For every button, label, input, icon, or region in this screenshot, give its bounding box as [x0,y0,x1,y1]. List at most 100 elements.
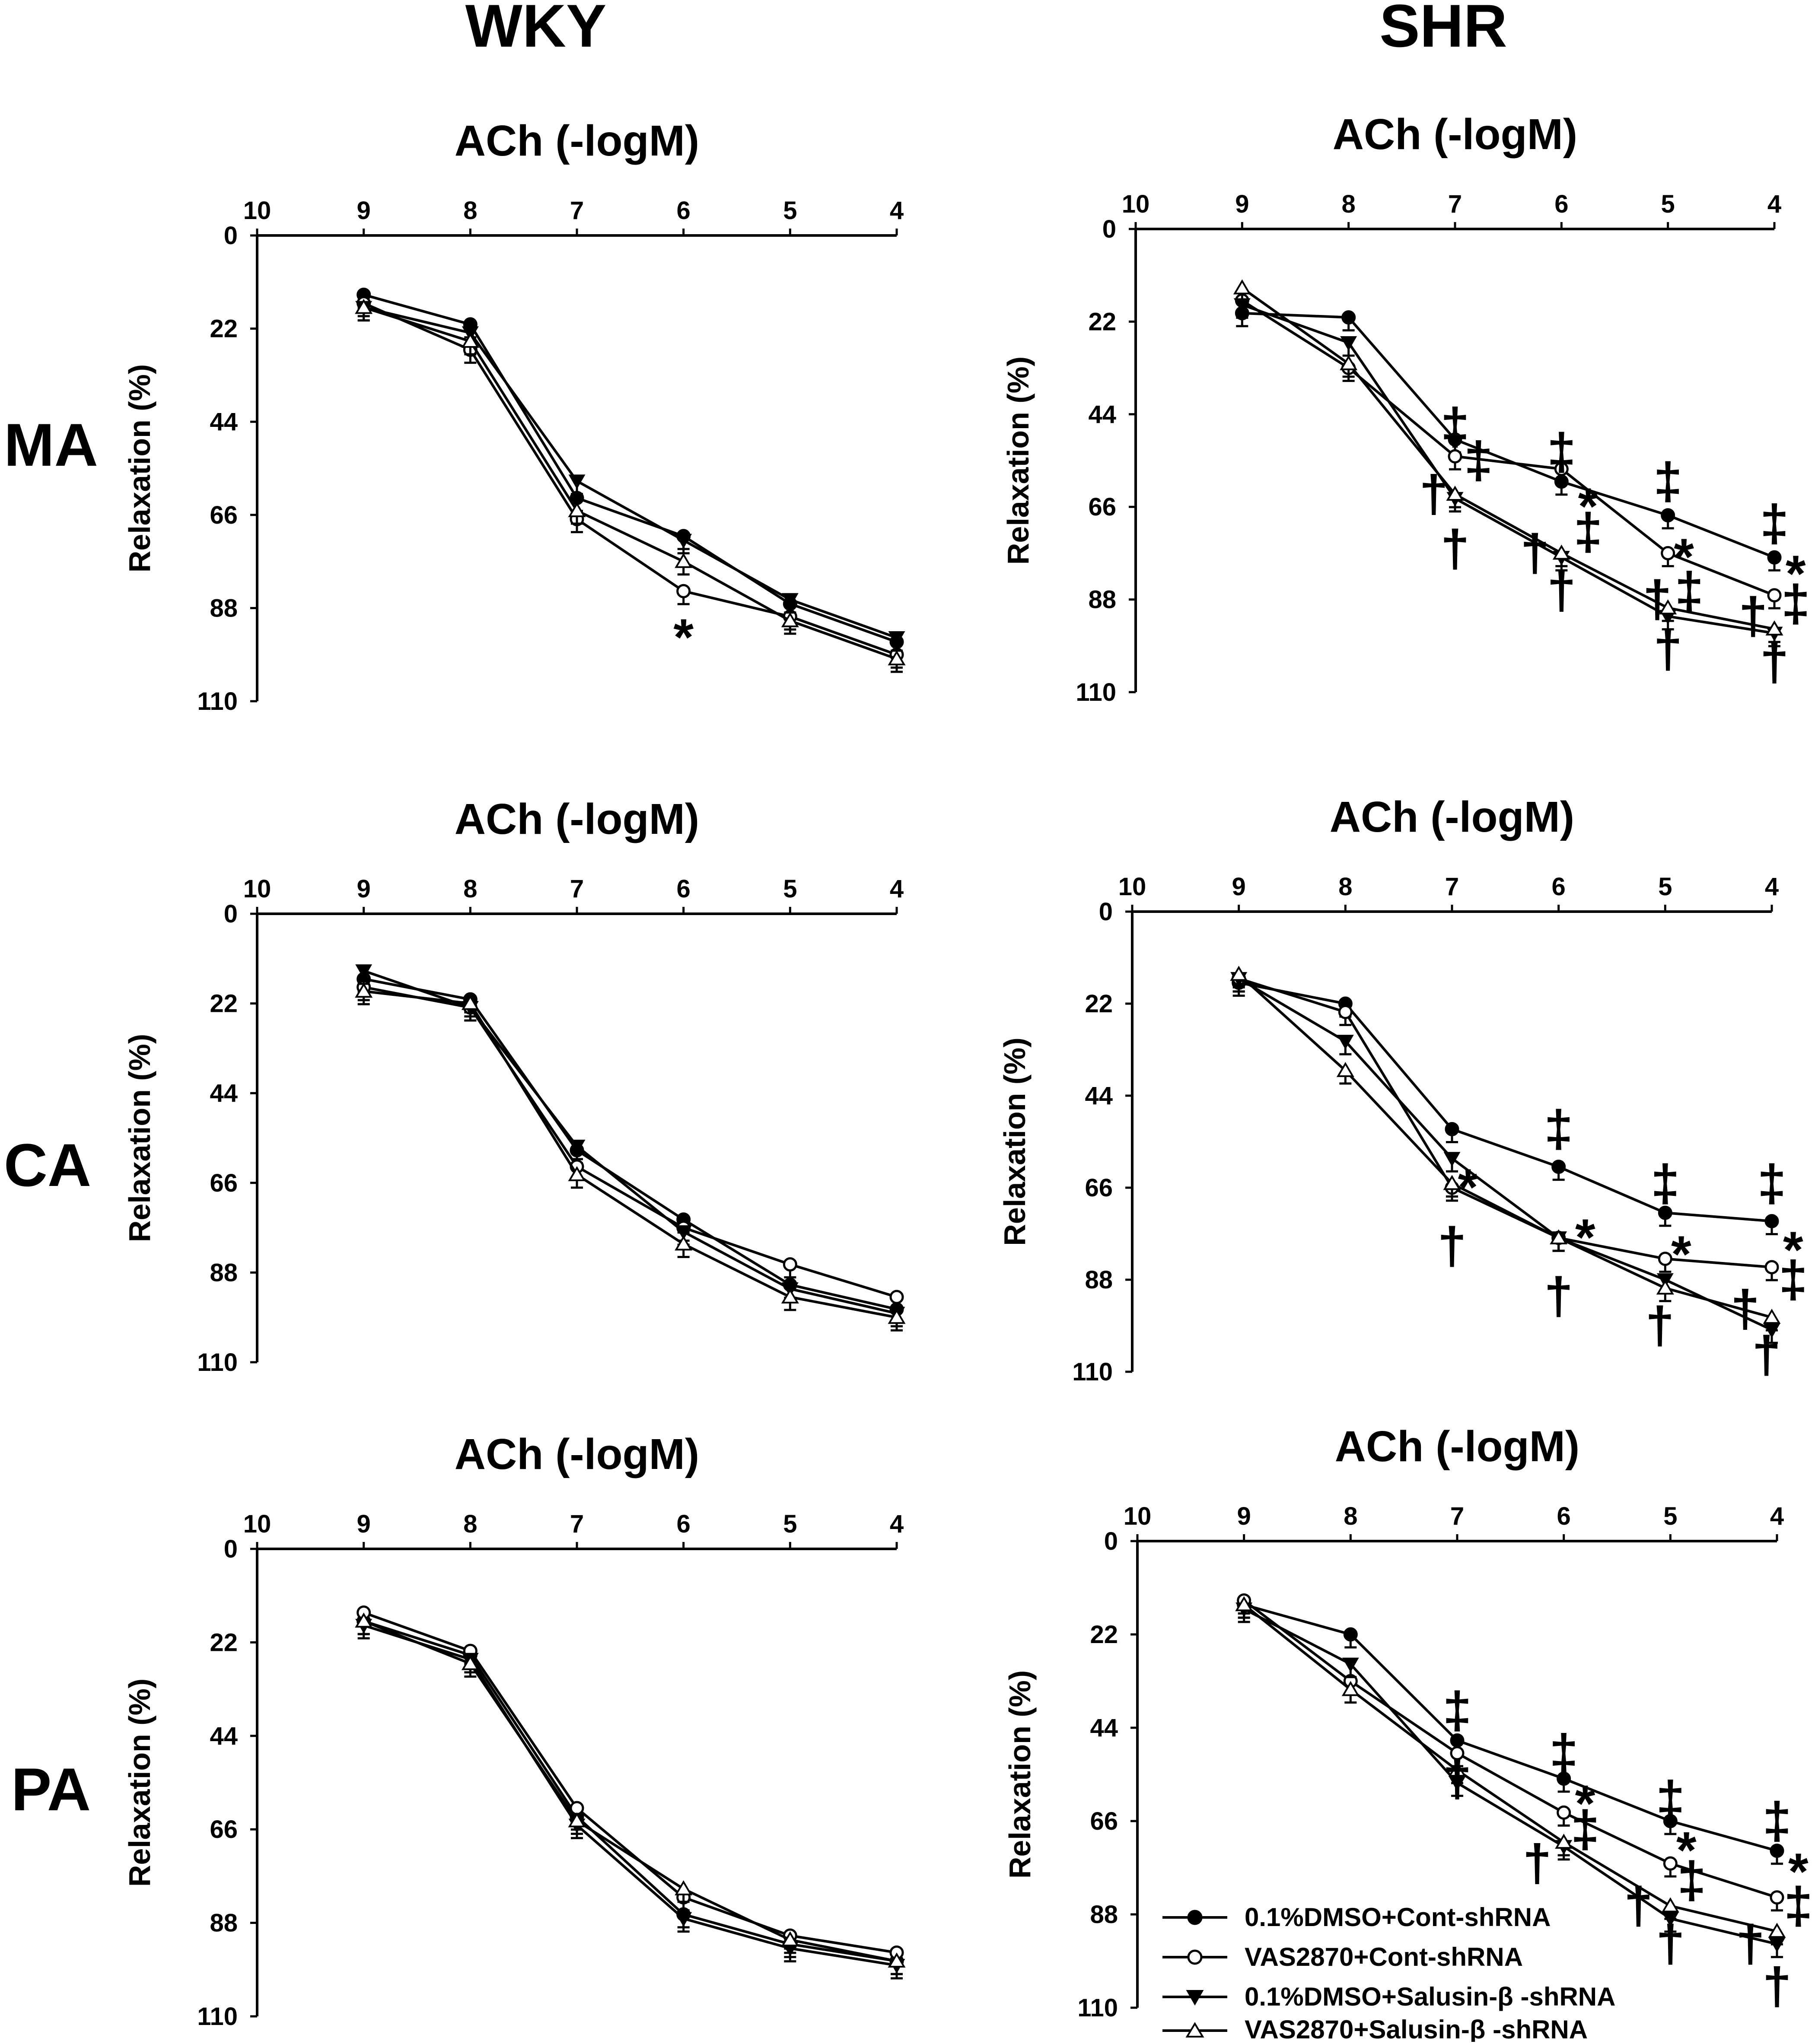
series-open-circle [357,980,904,1311]
y-tick-label: 66 [210,1815,238,1844]
y-axis-label: Relaxation (%) [123,364,156,572]
significance-mark: * [1783,1221,1803,1279]
series-filled-triangle-down [355,301,905,652]
data-point [1770,1844,1784,1858]
panel-wky-pa: ACh (-logM) 10 9 8 7 6 5 4 0 22 44 66 88 110 Relaxatio… [123,1430,906,2031]
x-tick-label: 8 [1342,190,1356,218]
panel-shr-ca: ACh (-logM) 10 9 8 7 6 5 4 0 22 44 66 88 110 Relaxatio… [998,793,1808,1386]
legend-entry-vas-cont: VAS2870+Cont-shRNA [1162,1942,1523,1971]
x-axis-title: ACh (-logM) [455,117,699,165]
x-tick-label: 10 [243,1510,271,1538]
y-axis-label: Relaxation (%) [1001,356,1035,565]
legend-entry-dmso-salusin: 0.1%DMSO+Salusin-β -shRNA [1162,1982,1615,2011]
y-axis-label: Relaxation (%) [123,1034,156,1242]
y-tick-label: 22 [1088,308,1116,336]
significance-mark: † [1739,587,1767,645]
y-tick-label: 66 [1090,1807,1118,1835]
y-tick-label: 110 [197,687,238,715]
significance-mark: * [1575,1208,1595,1266]
data-point [1764,1260,1779,1275]
series-filled-circle [357,287,904,656]
panel-wky-ca: ACh (-logM) 10 9 8 7 6 5 4 0 22 44 66 88 110 Relaxatio… [123,795,906,1376]
significance-mark: ‡ [1574,503,1603,561]
series-line [1243,1603,1777,1933]
x-tick-label: 5 [783,197,797,225]
x-tick-label: 8 [1344,1502,1357,1530]
series-open-triangle-up [1235,1596,1786,1945]
significance-mark: † [1523,1834,1552,1892]
x-axis-title: ACh (-logM) [455,1430,699,1478]
x-tick-label: 9 [357,875,371,903]
data-point [781,612,799,627]
data-point [1557,1771,1571,1786]
y-tick-label: 44 [1085,1082,1113,1110]
series-line [363,306,898,660]
significance-mark: ‡ [1441,397,1470,455]
significance-mark: † [1520,524,1549,582]
series-open-circle [357,1605,904,1967]
data-point [1767,550,1782,565]
data-point [1445,1122,1459,1136]
data-point [1235,1596,1253,1612]
significance-mark: ‡ [1677,1851,1706,1909]
data-point [1656,1279,1674,1295]
x-tick-label: 6 [677,1510,691,1538]
series-line [1242,312,1775,559]
series-filled-circle [1235,306,1782,572]
significance-mark: ‡ [1651,1154,1680,1212]
series-filled-triangle-down [1230,972,1780,1344]
x-tick-label: 4 [890,875,904,903]
y-tick-label: 88 [1090,1901,1118,1929]
y-tick-label: 88 [210,1909,238,1937]
significance-mark: † [1656,1915,1685,1973]
series-line [363,990,897,1319]
y-tick-label: 22 [1090,1621,1118,1649]
data-point [1342,1657,1359,1672]
significance-mark: † [1643,570,1672,628]
x-tick-label: 7 [1448,190,1462,218]
significance-mark: ‡ [1763,1792,1792,1850]
data-point [1448,449,1462,464]
data-point [1663,1814,1678,1828]
significance-mark: ‡ [1656,1771,1685,1828]
y-tick-label: 88 [210,1259,238,1287]
data-point [1443,1152,1461,1167]
x-tick-label: 4 [890,1510,904,1538]
data-point [783,1257,797,1272]
legend-marker-open-triangle-up [1185,2022,1204,2038]
data-point [1554,461,1569,476]
series-filled-triangle-down [355,964,905,1328]
data-point [675,1880,693,1895]
data-point [888,1952,906,1968]
y-tick-label: 66 [1085,1174,1113,1202]
series-line [1239,981,1772,1223]
x-tick-label: 7 [1450,1502,1464,1530]
series-line [1242,303,1775,635]
significance-mark: ‡ [1464,431,1493,489]
data-point [1233,279,1251,295]
y-tick-label: 44 [1088,401,1116,429]
column-title-shr: SHR [1379,0,1507,60]
y-tick-label: 44 [210,1722,238,1750]
significance-mark: ‡ [1547,423,1576,481]
significance-mark: ‡ [1758,1154,1786,1212]
data-point [1659,599,1677,615]
series-filled-triangle-down [355,1619,905,1980]
data-point [888,1309,906,1324]
significance-mark: * [673,608,694,666]
significance-mark: † [1419,465,1448,523]
x-tick-label: 9 [1232,873,1246,901]
y-tick-label: 110 [1072,1358,1113,1386]
legend: 0.1%DMSO+Cont-shRNA VAS2870+Cont-shRNA 0… [1162,1903,1615,2044]
series-line [363,306,898,639]
x-tick-label: 6 [1557,1502,1571,1530]
significance-mark: † [1736,1915,1765,1973]
significance-mark: † [1763,1957,1792,2015]
data-point [1343,1627,1358,1642]
data-point [1661,1897,1679,1913]
significance-mark: ‡ [1779,1250,1808,1308]
significance-mark: * [1575,1775,1595,1833]
titles-layer: WKY SHR MA CA PA [4,0,1507,1823]
data-point [1658,1252,1672,1266]
data-point [1661,508,1675,523]
